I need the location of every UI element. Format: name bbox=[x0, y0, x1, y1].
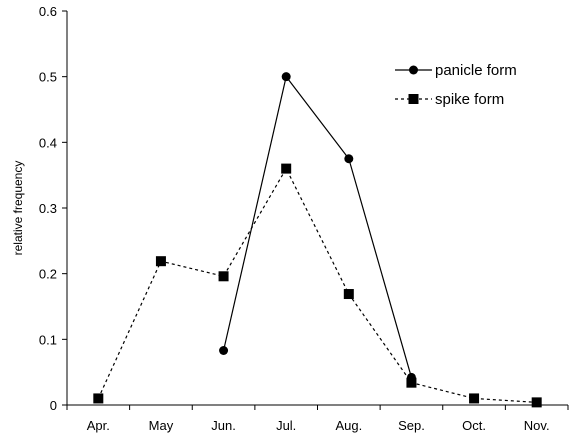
data-point bbox=[406, 377, 417, 388]
data-point bbox=[343, 289, 354, 300]
legend-marker bbox=[408, 94, 419, 104]
x-tick-label: Jun. bbox=[211, 418, 236, 433]
data-point bbox=[93, 393, 104, 404]
data-point bbox=[281, 163, 292, 174]
y-tick-label: 0 bbox=[50, 398, 57, 413]
series-line bbox=[97, 167, 537, 403]
data-point bbox=[219, 345, 229, 355]
data-point bbox=[218, 271, 229, 282]
y-tick-label: 0.6 bbox=[39, 4, 57, 19]
data-point bbox=[344, 154, 354, 164]
x-tick-label: Apr. bbox=[87, 418, 110, 433]
x-tick-label: May bbox=[149, 418, 174, 433]
data-point bbox=[155, 256, 166, 267]
y-tick-label: 0.3 bbox=[39, 201, 57, 216]
y-tick-label: 0.4 bbox=[39, 135, 57, 150]
legend-label: panicle form bbox=[435, 62, 517, 79]
series-1 bbox=[93, 163, 542, 408]
legend-marker bbox=[409, 65, 418, 75]
series-line bbox=[222, 75, 413, 378]
y-ticks: 0 0.1 0.2 0.3 0.4 0.5 0.6 bbox=[39, 4, 67, 413]
x-tick-label: Oct. bbox=[462, 418, 486, 433]
series-0 bbox=[219, 72, 416, 382]
data-point bbox=[531, 397, 542, 408]
y-axis-title: relative frequency bbox=[11, 161, 25, 256]
x-tick-label: Nov. bbox=[524, 418, 550, 433]
x-tick-label: Aug. bbox=[335, 418, 362, 433]
legend: panicle form spike form bbox=[395, 62, 517, 108]
x-tick-label: Jul. bbox=[276, 418, 296, 433]
x-tick-label: Sep. bbox=[398, 418, 425, 433]
series bbox=[93, 72, 542, 408]
y-tick-label: 0.5 bbox=[39, 70, 57, 85]
y-tick-label: 0.2 bbox=[39, 267, 57, 282]
data-point bbox=[281, 72, 291, 82]
y-tick-label: 0.1 bbox=[39, 332, 57, 347]
x-ticks: Apr. May Jun. Jul. Aug. Sep. Oct. Nov. bbox=[66, 405, 569, 433]
legend-label: spike form bbox=[435, 91, 504, 108]
data-point bbox=[469, 393, 480, 404]
